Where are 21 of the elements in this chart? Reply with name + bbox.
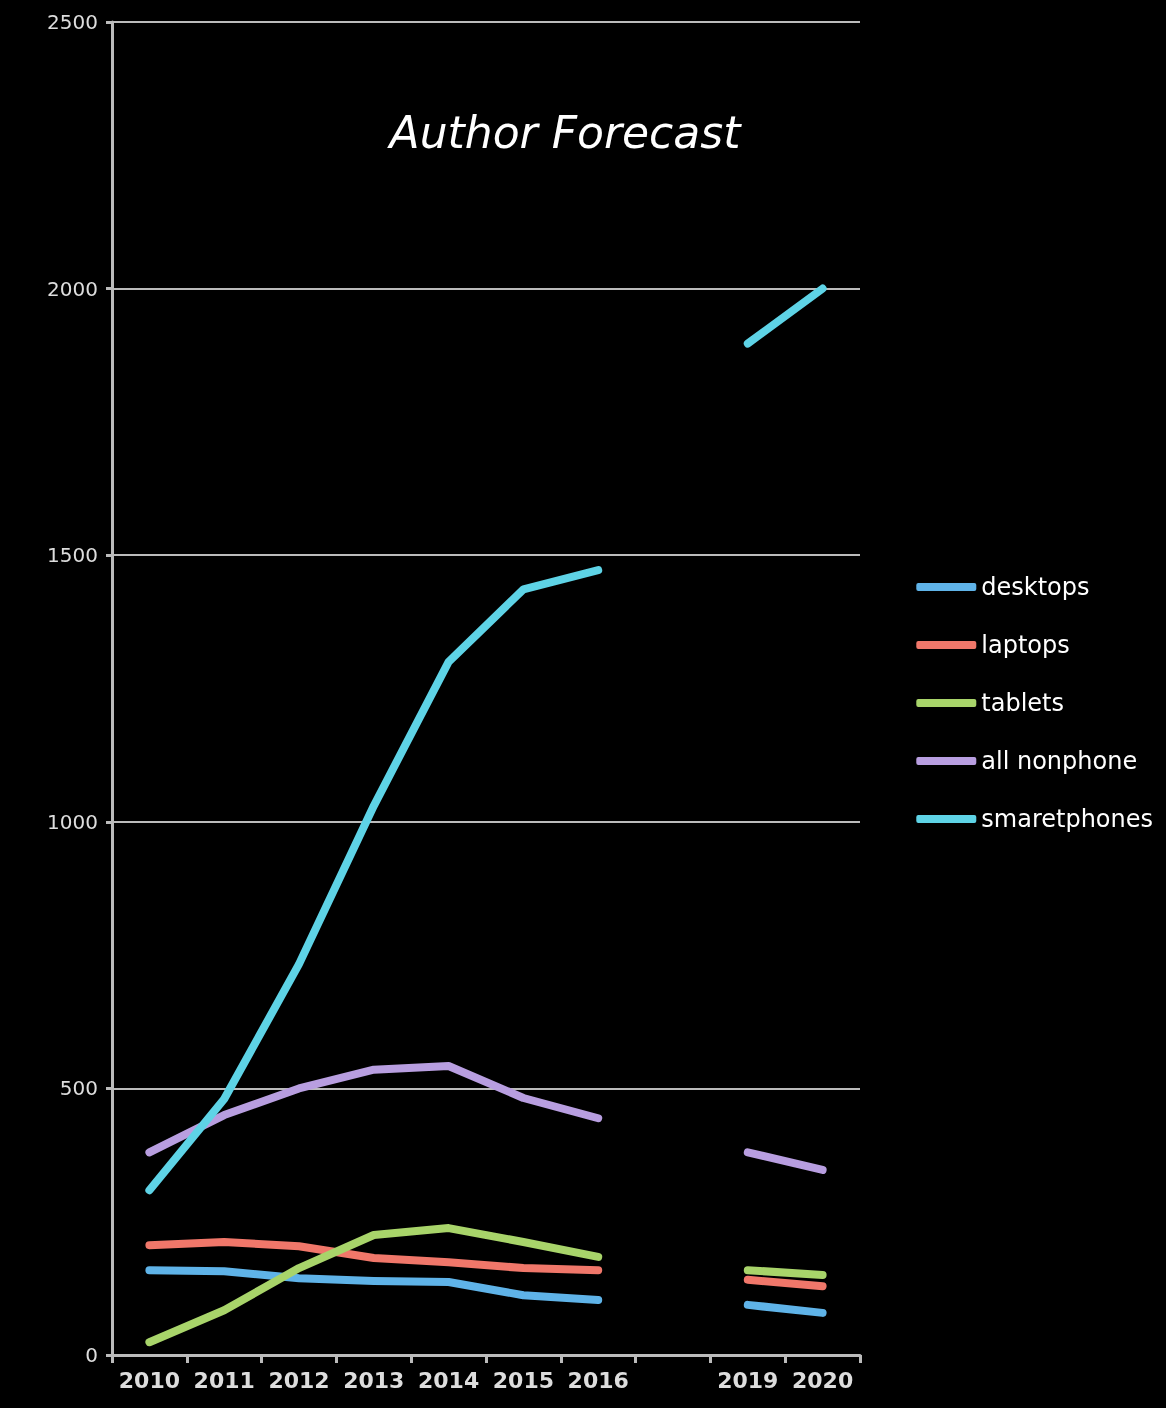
y-tick-label: 2500	[47, 10, 98, 34]
x-tick-label: 2016	[567, 1367, 629, 1393]
x-tick-label: 2019	[717, 1367, 779, 1393]
x-tick-label: 2013	[343, 1367, 405, 1393]
y-tick-label: 2000	[47, 276, 98, 301]
y-tick-label: 0	[85, 1343, 98, 1367]
x-tick-label: 2014	[417, 1367, 480, 1393]
x-tick-label: 2011	[193, 1367, 255, 1393]
text: Author Forecast	[386, 106, 743, 158]
legend-label: laptops	[981, 631, 1070, 659]
x-tick-label: 2010	[118, 1367, 181, 1393]
x-tick-label: 2020	[791, 1367, 854, 1393]
legend-label: tablets	[981, 689, 1064, 717]
y-tick-label: 500	[59, 1076, 98, 1101]
legend-label: all nonphone	[981, 747, 1138, 775]
legend-label: smaretphones	[981, 805, 1153, 833]
y-tick-label: 1500	[47, 543, 98, 568]
y-tick-label: 1000	[47, 809, 98, 834]
legend-label: desktops	[981, 573, 1090, 601]
x-tick-label: 2012	[268, 1367, 330, 1393]
x-tick-label: 2015	[492, 1367, 555, 1393]
